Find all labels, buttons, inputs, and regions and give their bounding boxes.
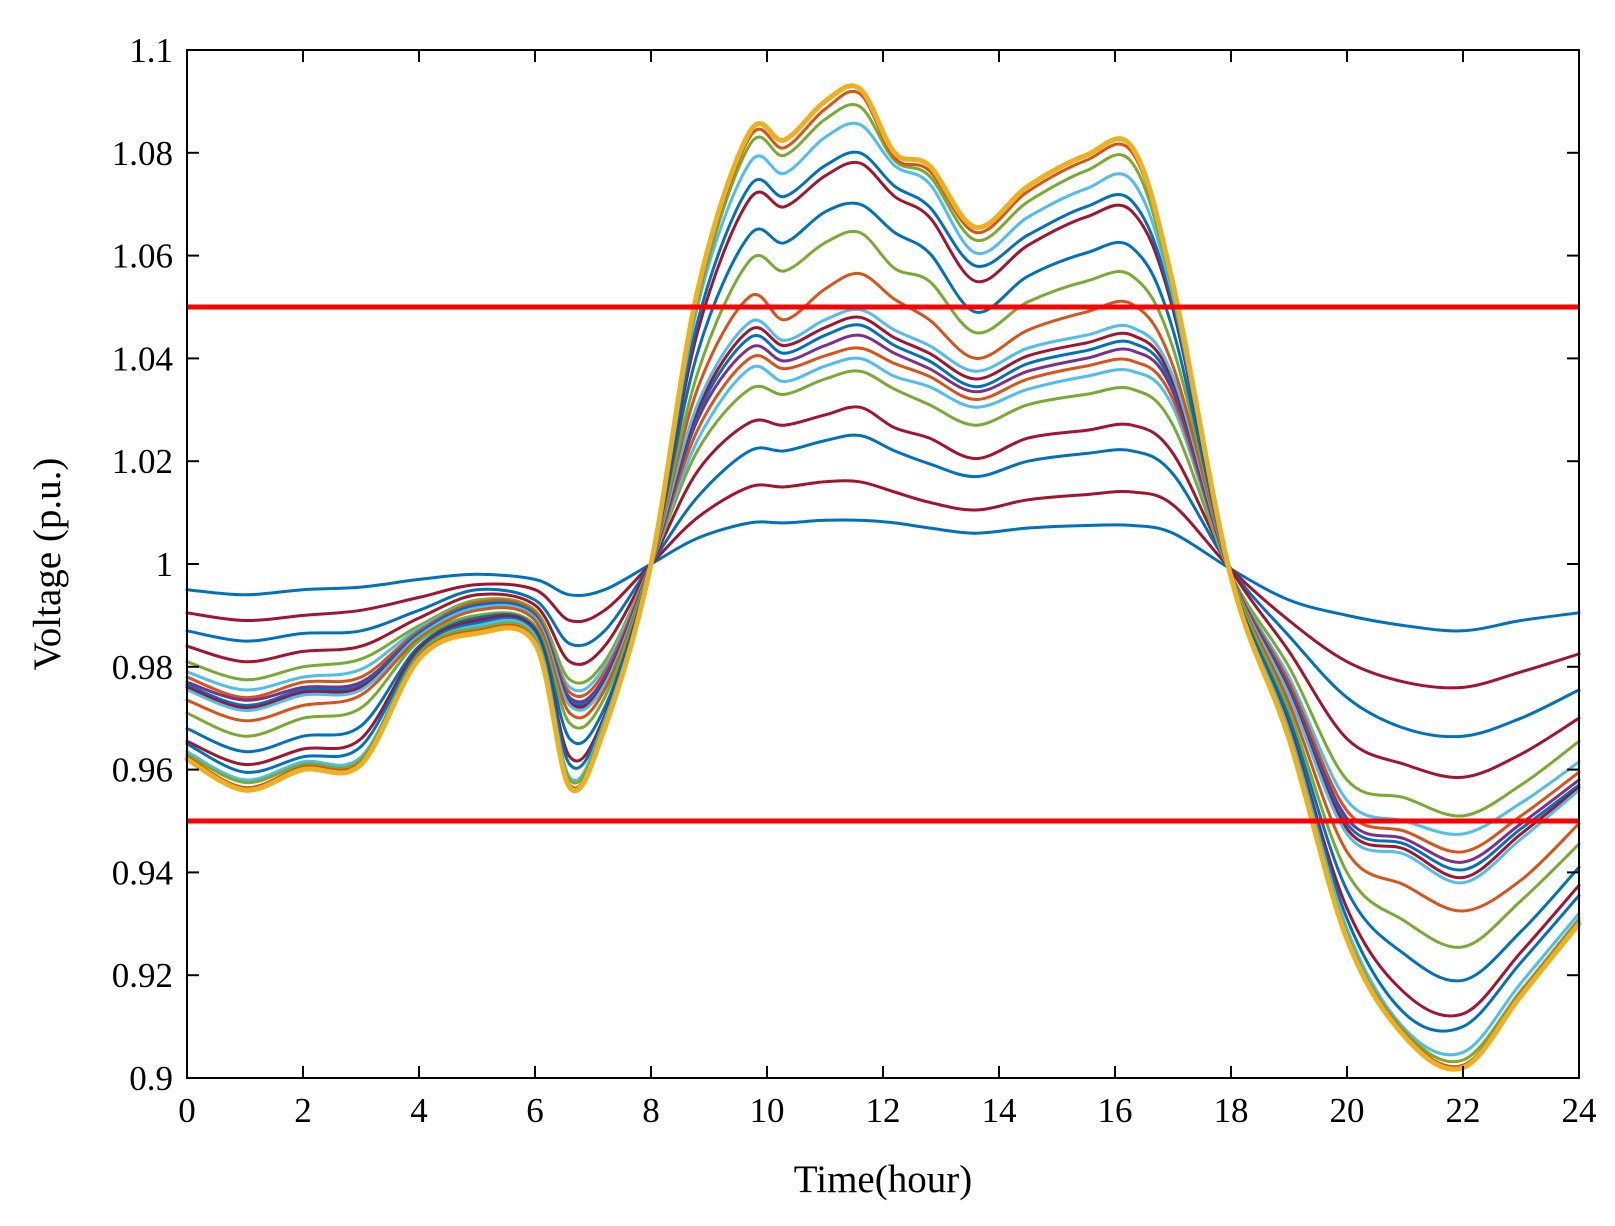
series-line-bus-4 [185,405,1581,780]
series-line-bus-20 [184,83,1582,1072]
series-line-bus-5 [185,369,1581,818]
x-tick-label-18: 18 [1214,1091,1249,1130]
x-tick-label-2: 2 [294,1091,312,1130]
y-tick-label-0.92: 0.92 [112,956,173,995]
y-tick-label-0.9: 0.9 [129,1059,173,1098]
series-line-bus-1 [185,518,1581,633]
ticks-layer: 0 2 4 6 8 10 12 14 16 18 20 22 240.90.920.940.960.98… [112,31,1597,1130]
y-tick-label-1.1: 1.1 [129,31,173,70]
x-tick-label-0: 0 [178,1091,196,1130]
x-tick-label-6: 6 [526,1091,544,1130]
y-tick-label-0.94: 0.94 [112,853,173,892]
series-layer [184,83,1582,1072]
y-tick-label-0.98: 0.98 [112,648,173,687]
x-tick-label-12: 12 [866,1091,901,1130]
x-tick-label-14: 14 [982,1091,1017,1130]
series-line-bus-12 [185,271,1581,913]
y-tick-label-1.04: 1.04 [112,339,173,378]
limit-lines-layer [187,304,1579,824]
series-line-bus-13 [185,229,1581,949]
x-tick-label-8: 8 [642,1091,660,1130]
series-line-bus-11 [185,307,1581,885]
x-axis-label: Time(hour) [794,1158,972,1201]
x-tick-label-10: 10 [750,1091,785,1130]
series-line-bus-3 [185,433,1581,739]
x-tick-label-16: 16 [1098,1091,1133,1130]
y-tick-label-1: 1 [156,545,174,584]
y-tick-label-1.02: 1.02 [112,442,173,481]
y-tick-label-1.06: 1.06 [112,237,173,276]
x-tick-label-20: 20 [1330,1091,1365,1130]
x-tick-label-22: 22 [1446,1091,1481,1130]
x-tick-label-24: 24 [1562,1091,1597,1130]
y-tick-label-1.08: 1.08 [112,134,173,173]
series-line-bus-7 [185,346,1581,854]
y-axis-label: Voltage (p.u.) [26,458,69,671]
y-tick-label-0.96: 0.96 [112,751,173,790]
series-line-bus-2 [185,479,1581,690]
series-line-bus-14 [185,201,1581,983]
x-tick-label-4: 4 [410,1091,428,1130]
